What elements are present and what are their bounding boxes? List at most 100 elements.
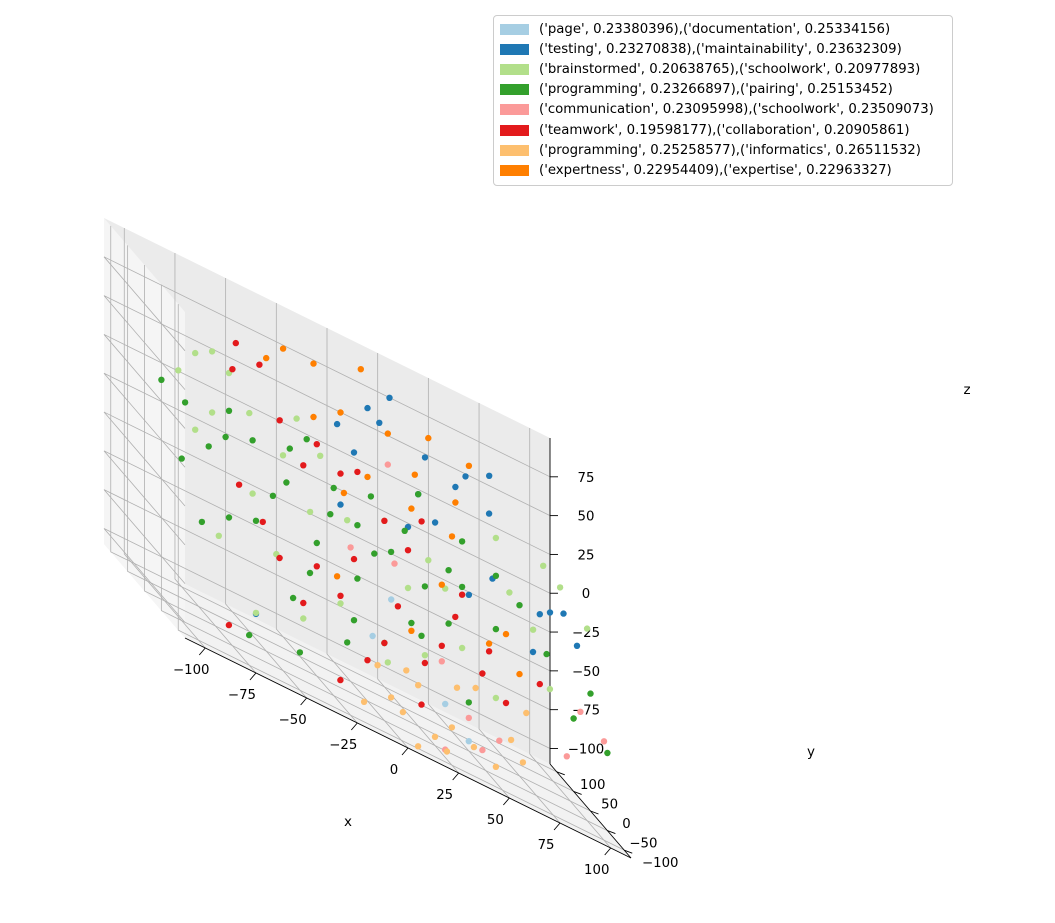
x-tick [401, 747, 409, 756]
y-axis-label: y [807, 744, 815, 760]
data-point [470, 743, 478, 751]
data-point [350, 617, 358, 624]
data-point [472, 684, 479, 692]
legend-swatch [500, 63, 529, 75]
data-point [337, 676, 344, 684]
z-axis-label: z [963, 382, 970, 398]
data-point [443, 748, 451, 755]
data-point [408, 619, 415, 627]
data-point [570, 715, 577, 722]
data-point [399, 708, 407, 716]
data-point [462, 473, 469, 480]
gridline-z [103, 528, 551, 749]
data-point [279, 452, 287, 459]
data-point [465, 699, 472, 706]
data-point [445, 567, 452, 574]
gridline-y [110, 225, 557, 773]
legend-entry: ('teamwork', 0.19598177),('collaboration… [500, 121, 910, 139]
data-point [425, 434, 432, 442]
data-point [458, 538, 466, 545]
data-point [354, 468, 361, 476]
data-point [283, 479, 290, 486]
data-point [560, 610, 567, 617]
data-point [448, 533, 456, 540]
legend-entry: ('brainstormed', 0.20638765),('schoolwor… [500, 60, 920, 78]
x-tick [350, 722, 358, 731]
data-point [600, 738, 608, 745]
data-point [175, 367, 182, 374]
data-point [536, 611, 543, 618]
data-point [192, 349, 199, 357]
data-point [452, 613, 459, 621]
data-point [371, 550, 378, 557]
data-point [492, 694, 500, 702]
data-point [374, 662, 381, 669]
data-point [215, 532, 222, 539]
data-point [344, 639, 351, 646]
gridline-x [174, 253, 257, 674]
data-point [246, 409, 253, 417]
data-point [425, 557, 432, 564]
data-point [347, 544, 354, 551]
axes-grid [103, 225, 625, 851]
data-point [384, 461, 391, 468]
legend-swatch [500, 164, 529, 176]
data-point [381, 639, 388, 647]
y-tick [556, 771, 565, 776]
data-point [386, 394, 393, 401]
legend-label: ('programming', 0.25258577),('informatic… [539, 142, 921, 158]
data-point [418, 518, 425, 525]
data-point [300, 599, 307, 607]
data-point [438, 581, 445, 588]
x-tick-label: 100 [584, 863, 609, 878]
z-tick-label: −75 [572, 704, 600, 719]
data-point [411, 471, 418, 478]
gridline-y [127, 245, 574, 792]
data-point [330, 484, 337, 492]
data-point [536, 680, 543, 688]
data-point [337, 409, 344, 416]
data-point [158, 376, 165, 383]
x-tick-label: −50 [279, 713, 307, 728]
z-tick-label: 25 [578, 548, 595, 563]
gridline-x [326, 328, 409, 749]
gridline-y [160, 284, 608, 831]
data-point [360, 698, 368, 705]
data-point [492, 572, 500, 579]
data-point [249, 437, 256, 444]
data-point [269, 492, 277, 499]
data-point [333, 420, 341, 428]
data-point [249, 490, 256, 497]
x-tick-label: 0 [390, 763, 398, 778]
data-point [340, 489, 348, 497]
legend-label: ('testing', 0.23270838),('maintainabilit… [539, 41, 902, 57]
data-point [577, 708, 584, 715]
data-point [502, 630, 510, 638]
data-point [452, 499, 459, 506]
data-point [418, 701, 425, 708]
x-tick-label: −100 [173, 663, 210, 678]
x-tick [249, 672, 257, 681]
legend-entry: ('communication', 0.23095998),('schoolwo… [500, 101, 934, 119]
data-point [350, 449, 358, 456]
z-tick-label: 50 [578, 510, 595, 525]
legend: ('page', 0.23380396),('documentation', 0… [493, 15, 953, 186]
data-point [415, 682, 422, 689]
y-tick [590, 810, 599, 815]
data-point [384, 430, 391, 437]
data-point [421, 454, 429, 461]
data-point [293, 415, 300, 422]
gridline-z [103, 489, 551, 711]
legend-swatch [500, 43, 529, 55]
gridline-x [275, 303, 358, 724]
data-point [225, 514, 233, 521]
data-point [546, 685, 554, 693]
axis-ticks: −100 −75 −50 −25 0 25 50 75 100 −100 −50 0 50 100 −100… [173, 471, 679, 878]
legend-swatch [500, 84, 529, 96]
data-point [540, 562, 547, 569]
data-point [225, 621, 233, 629]
data-point [303, 436, 310, 443]
legend-swatch [500, 104, 529, 116]
legend-entry: ('expertness', 0.22954409),('expertise',… [500, 161, 892, 179]
